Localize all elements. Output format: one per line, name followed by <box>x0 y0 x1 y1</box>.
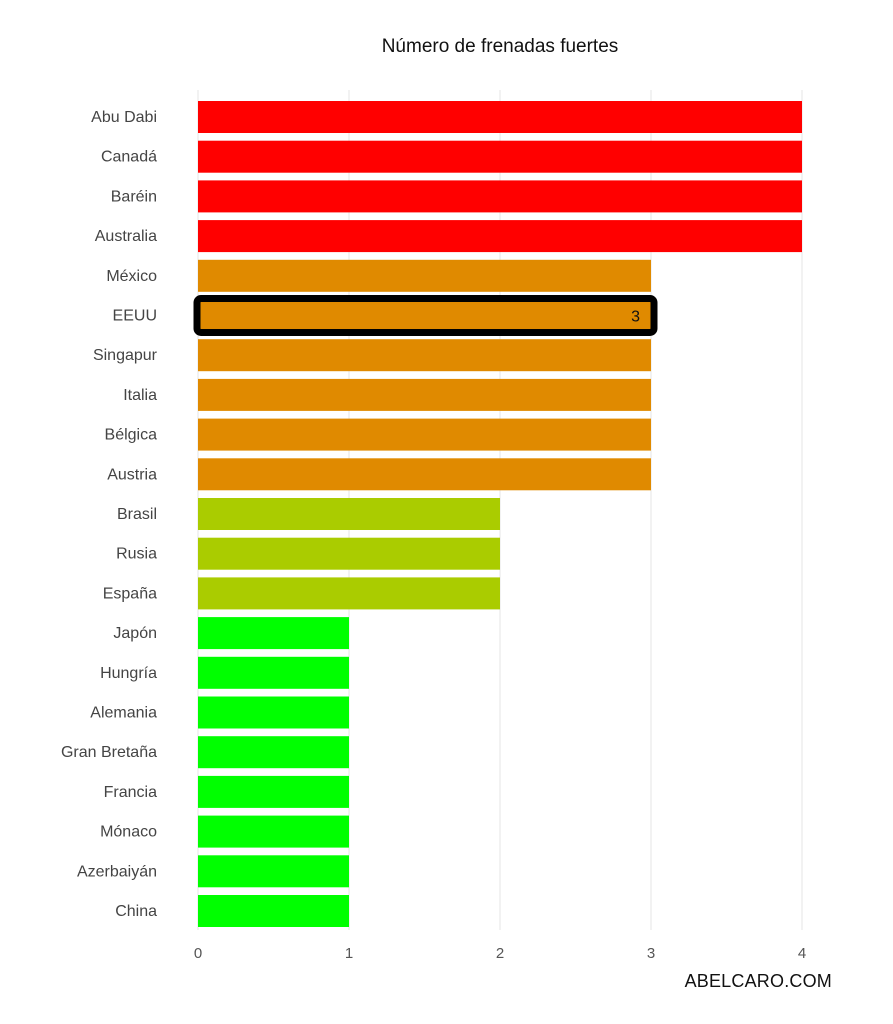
category-label: Alemania <box>90 705 157 722</box>
category-label: Japón <box>113 625 157 642</box>
category-label: Gran Bretaña <box>61 744 157 761</box>
x-tick-label: 4 <box>798 945 806 962</box>
highlight-value-label: 3 <box>631 309 640 326</box>
category-label: Francia <box>104 784 157 801</box>
bar <box>198 458 651 491</box>
bar <box>198 220 802 253</box>
bar <box>198 736 349 769</box>
category-label: EEUU <box>113 308 157 325</box>
bar <box>198 775 349 808</box>
category-label: Abu Dabi <box>91 109 157 126</box>
bar <box>198 696 349 729</box>
site-credit: ABELCARO.COM <box>684 971 832 991</box>
bar <box>198 498 500 530</box>
x-tick-label: 0 <box>194 945 202 962</box>
x-tick-label: 3 <box>647 945 655 962</box>
highlight-group: 3 <box>193 295 658 336</box>
x-tick-label: 1 <box>345 945 353 962</box>
bar <box>198 101 802 133</box>
bar <box>198 815 349 848</box>
category-label: Italia <box>123 387 157 404</box>
category-label: Canadá <box>101 149 157 166</box>
category-label: Australia <box>95 228 157 245</box>
bar <box>198 180 802 213</box>
category-label: México <box>106 268 157 285</box>
highlight-outline <box>193 295 658 336</box>
bar <box>198 855 349 888</box>
bar <box>198 418 651 451</box>
category-label: China <box>115 903 157 920</box>
bar <box>198 259 651 292</box>
category-label: Baréin <box>111 188 157 205</box>
category-label: Bélgica <box>105 427 158 444</box>
bar <box>198 537 500 570</box>
category-label: Austria <box>107 466 157 483</box>
bar <box>198 140 802 173</box>
bar <box>198 656 349 689</box>
category-label: Hungría <box>100 665 157 682</box>
category-label: Brasil <box>117 506 157 523</box>
category-label: Rusia <box>116 546 157 563</box>
bar <box>198 895 349 927</box>
bar <box>198 378 651 411</box>
chart-title: Número de frenadas fuertes <box>381 36 619 57</box>
category-label: Singapur <box>93 347 158 364</box>
bar <box>198 577 500 610</box>
x-tick-labels: 0 1 2 3 4 <box>194 945 806 962</box>
bar <box>198 339 651 372</box>
category-label: España <box>103 585 157 602</box>
category-label: Mónaco <box>100 824 157 841</box>
bars <box>198 101 802 927</box>
category-label: Azerbaiyán <box>77 863 157 880</box>
x-tick-label: 2 <box>496 945 504 962</box>
bar <box>198 617 349 650</box>
category-labels: Abu Dabi Canadá Baréin Australia México EEUU S… <box>61 109 158 920</box>
bar <box>198 299 651 332</box>
